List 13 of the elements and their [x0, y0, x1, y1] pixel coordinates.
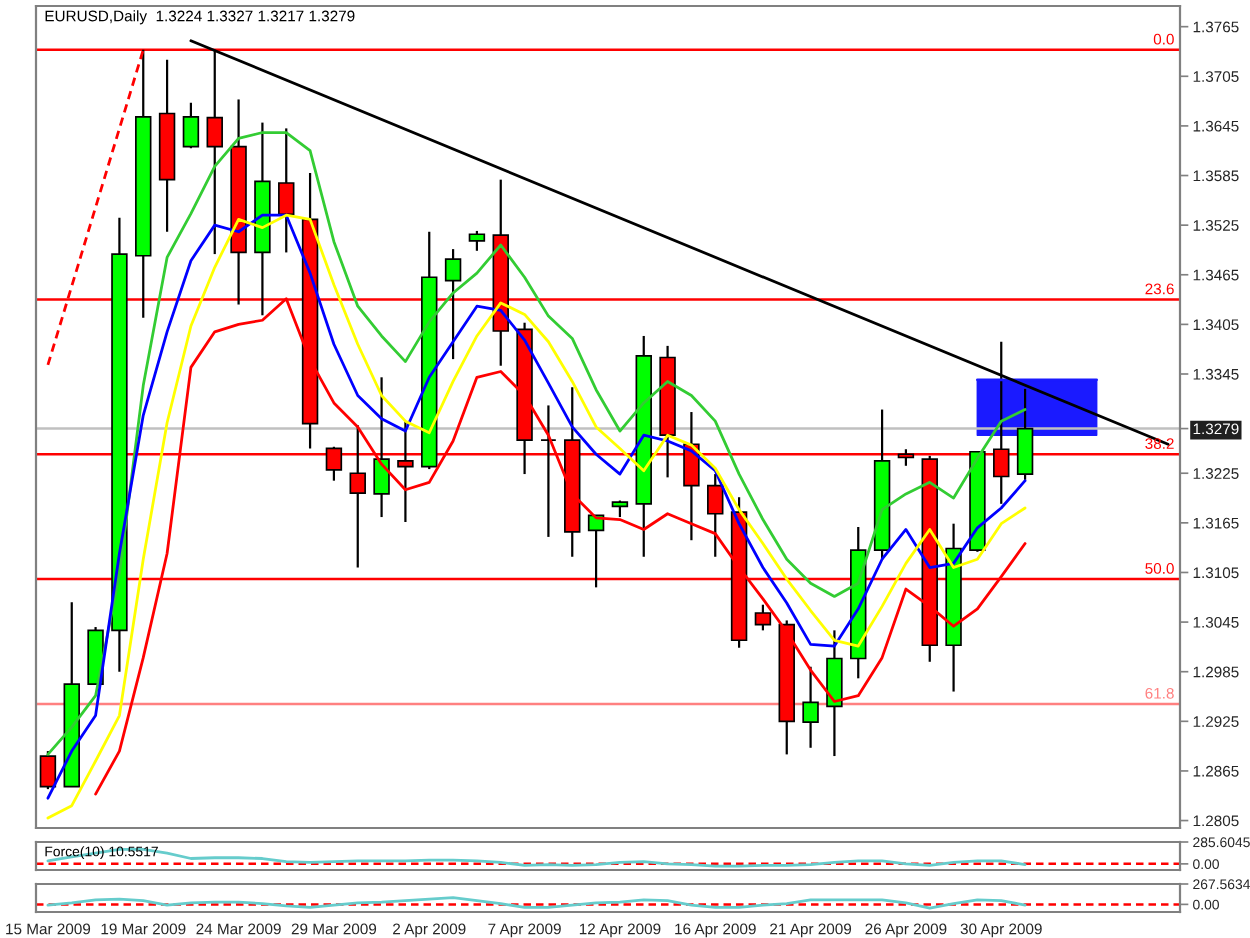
candlestick	[468, 229, 486, 252]
candlestick	[278, 127, 295, 254]
candlestick	[444, 248, 462, 361]
candlestick	[802, 665, 819, 749]
candlestick	[373, 376, 390, 519]
candlestick	[39, 749, 57, 791]
line-series	[46, 847, 1027, 868]
candlestick	[826, 629, 843, 758]
candlestick	[754, 603, 772, 632]
candlestick	[540, 404, 557, 539]
candlestick	[206, 48, 223, 256]
candlestick	[182, 101, 200, 150]
candlestick	[707, 472, 724, 558]
